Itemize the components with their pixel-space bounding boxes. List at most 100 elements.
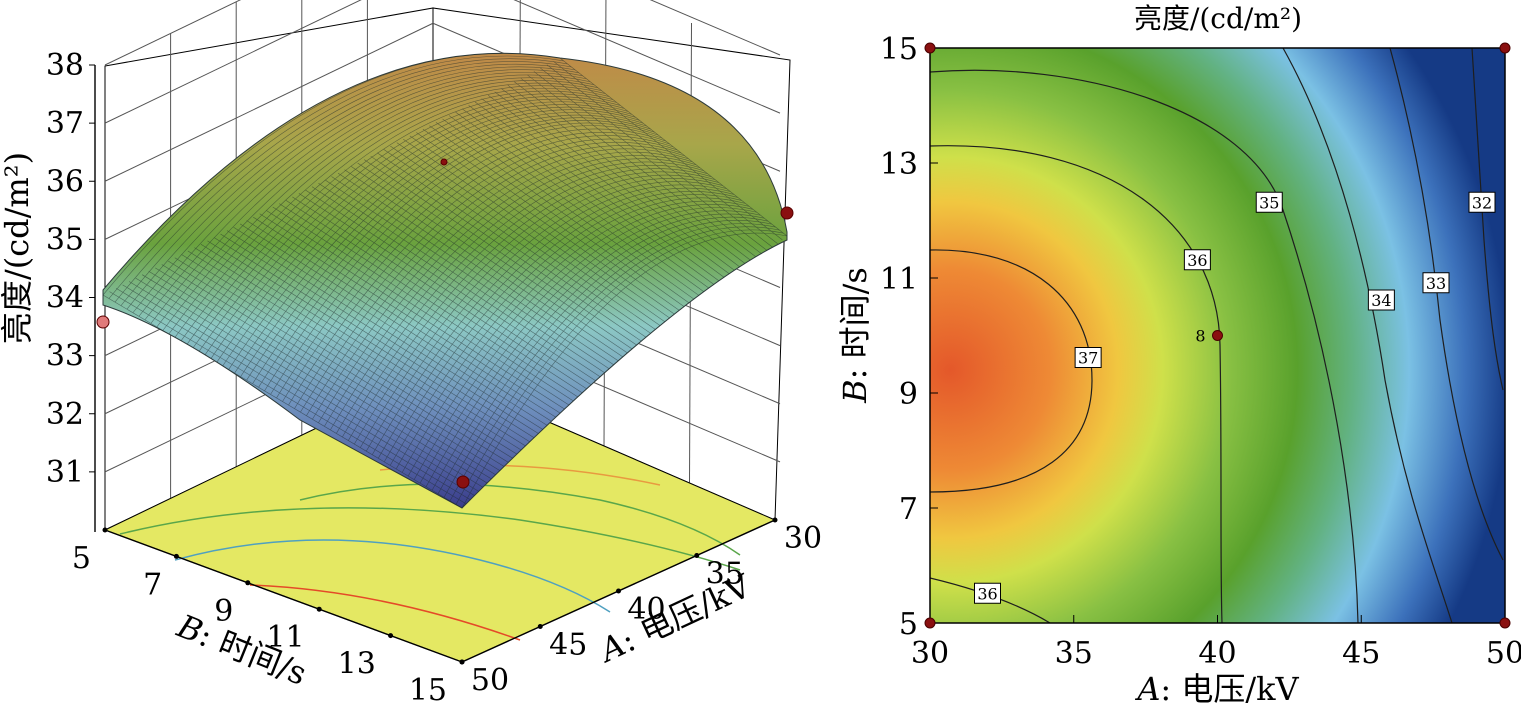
mesh-line bbox=[409, 135, 681, 326]
mesh-line bbox=[474, 101, 727, 287]
mesh-line bbox=[292, 196, 597, 396]
mesh-line bbox=[228, 109, 640, 370]
x-tick-label: 40 bbox=[627, 592, 665, 627]
mesh-line bbox=[210, 101, 629, 360]
mesh-line bbox=[174, 85, 606, 338]
mesh-line bbox=[103, 53, 561, 296]
mesh-line bbox=[120, 61, 572, 306]
mesh-line bbox=[494, 91, 741, 276]
mesh-line bbox=[258, 122, 659, 388]
z-tick-label: 36 bbox=[46, 164, 84, 199]
contour-y-axis-prefix: B bbox=[836, 379, 874, 404]
contour-x-tick-label: 45 bbox=[1342, 636, 1380, 671]
mesh-line bbox=[455, 229, 784, 505]
contour-y-tick-label: 5 bbox=[899, 607, 918, 642]
mesh-line bbox=[204, 98, 625, 356]
mesh-line bbox=[239, 223, 560, 427]
mesh-line bbox=[285, 199, 593, 400]
mesh-line bbox=[559, 57, 787, 237]
mesh-line bbox=[481, 98, 732, 283]
mesh-line bbox=[132, 66, 579, 313]
mesh-line bbox=[442, 118, 704, 307]
mesh-line bbox=[126, 63, 576, 310]
contour-label-box bbox=[1422, 272, 1450, 294]
mesh-line bbox=[507, 84, 751, 268]
surface-floor-contour bbox=[103, 371, 777, 663]
x-tick-label: 30 bbox=[784, 521, 822, 556]
contour-design-point bbox=[924, 617, 936, 629]
contour-design-point bbox=[1499, 617, 1511, 629]
mesh-line bbox=[192, 93, 617, 349]
mesh-line bbox=[520, 78, 760, 260]
mesh-line bbox=[103, 294, 463, 508]
contour-x-axis-label: A: 电压/kV bbox=[1134, 670, 1299, 706]
mesh-line bbox=[431, 216, 769, 491]
contour-design-point bbox=[1499, 42, 1511, 54]
contour-line-34 bbox=[1282, 48, 1453, 623]
mesh-line bbox=[390, 145, 667, 338]
mesh-line bbox=[461, 108, 718, 295]
x-tick-mark bbox=[459, 659, 465, 665]
mesh-line bbox=[344, 169, 634, 365]
mesh-line bbox=[416, 132, 686, 322]
contour-panel: 30 35 40 45 50 5 7 9 11 13 15 37 36 36 35 34 33 32 8 亮度/… bbox=[836, 2, 1521, 706]
x-tick-label: 35 bbox=[706, 557, 744, 592]
contour-line-36-upper bbox=[930, 145, 1223, 623]
mesh-line bbox=[272, 206, 583, 408]
contour-level-label: 33 bbox=[1426, 274, 1446, 293]
contour-line-37 bbox=[930, 249, 1093, 493]
mesh-line bbox=[162, 80, 598, 331]
z-tick-label: 34 bbox=[46, 281, 84, 316]
z-gridline bbox=[104, 0, 362, 124]
x-tick-mark bbox=[537, 624, 543, 629]
contour-x-tick-label: 50 bbox=[1486, 636, 1521, 671]
contour-x-axis-prefix: A bbox=[1134, 670, 1160, 706]
z-gridline bbox=[649, 0, 781, 56]
contour-line-35 bbox=[930, 69, 1359, 623]
mesh-line bbox=[449, 226, 780, 502]
mesh-line bbox=[514, 81, 755, 264]
mesh-line bbox=[226, 230, 551, 435]
contour-ticks: 30 35 40 45 50 5 7 9 11 13 15 bbox=[880, 32, 1521, 671]
contour-level-label: 34 bbox=[1371, 291, 1391, 310]
mesh-line bbox=[422, 128, 690, 318]
z-tick-label: 35 bbox=[46, 222, 84, 257]
mesh-line bbox=[220, 233, 546, 439]
mesh-line bbox=[115, 287, 472, 501]
mesh-line bbox=[252, 216, 569, 419]
mesh-line bbox=[357, 162, 644, 357]
mesh-line bbox=[331, 176, 625, 373]
contour-title: 亮度/(cd/m²) bbox=[1134, 2, 1302, 35]
contour-x-axis-suffix: : 电压/kV bbox=[1160, 670, 1299, 706]
surface-z-axis-label: 亮度/(cd/m²) bbox=[0, 152, 36, 344]
contour-line-32 bbox=[1471, 48, 1504, 391]
contour-y-tick-label: 9 bbox=[899, 377, 918, 412]
mesh-line bbox=[437, 220, 772, 494]
mesh-line bbox=[448, 115, 709, 303]
floor-contour-line bbox=[249, 584, 521, 641]
y-tick-label: 13 bbox=[338, 647, 376, 682]
y-tick-mark bbox=[173, 553, 179, 559]
contour-y-tick-label: 7 bbox=[899, 492, 918, 527]
mesh-line bbox=[264, 125, 663, 392]
response-surface bbox=[102, 52, 788, 509]
mesh-line bbox=[276, 131, 670, 399]
surface-design-point bbox=[456, 475, 470, 489]
mesh-line bbox=[168, 260, 509, 470]
mesh-line bbox=[109, 291, 467, 505]
contour-level-label: 36 bbox=[977, 584, 997, 603]
z-gridline bbox=[104, 22, 434, 182]
mesh-line bbox=[207, 240, 537, 447]
contour-design-point-label: 8 bbox=[1195, 327, 1205, 346]
mesh-line bbox=[294, 141, 682, 409]
mesh-line bbox=[156, 77, 595, 328]
floor-contour-line bbox=[119, 507, 741, 571]
x-tick-mark bbox=[694, 553, 700, 558]
surface-mesh bbox=[103, 53, 787, 508]
y-tick-mark bbox=[316, 606, 322, 612]
contour-level-label: 37 bbox=[1078, 349, 1098, 368]
contour-lines bbox=[930, 48, 1504, 623]
mesh-line bbox=[222, 106, 636, 367]
mesh-line bbox=[371, 184, 731, 455]
contour-y-tick-label: 15 bbox=[880, 32, 918, 67]
